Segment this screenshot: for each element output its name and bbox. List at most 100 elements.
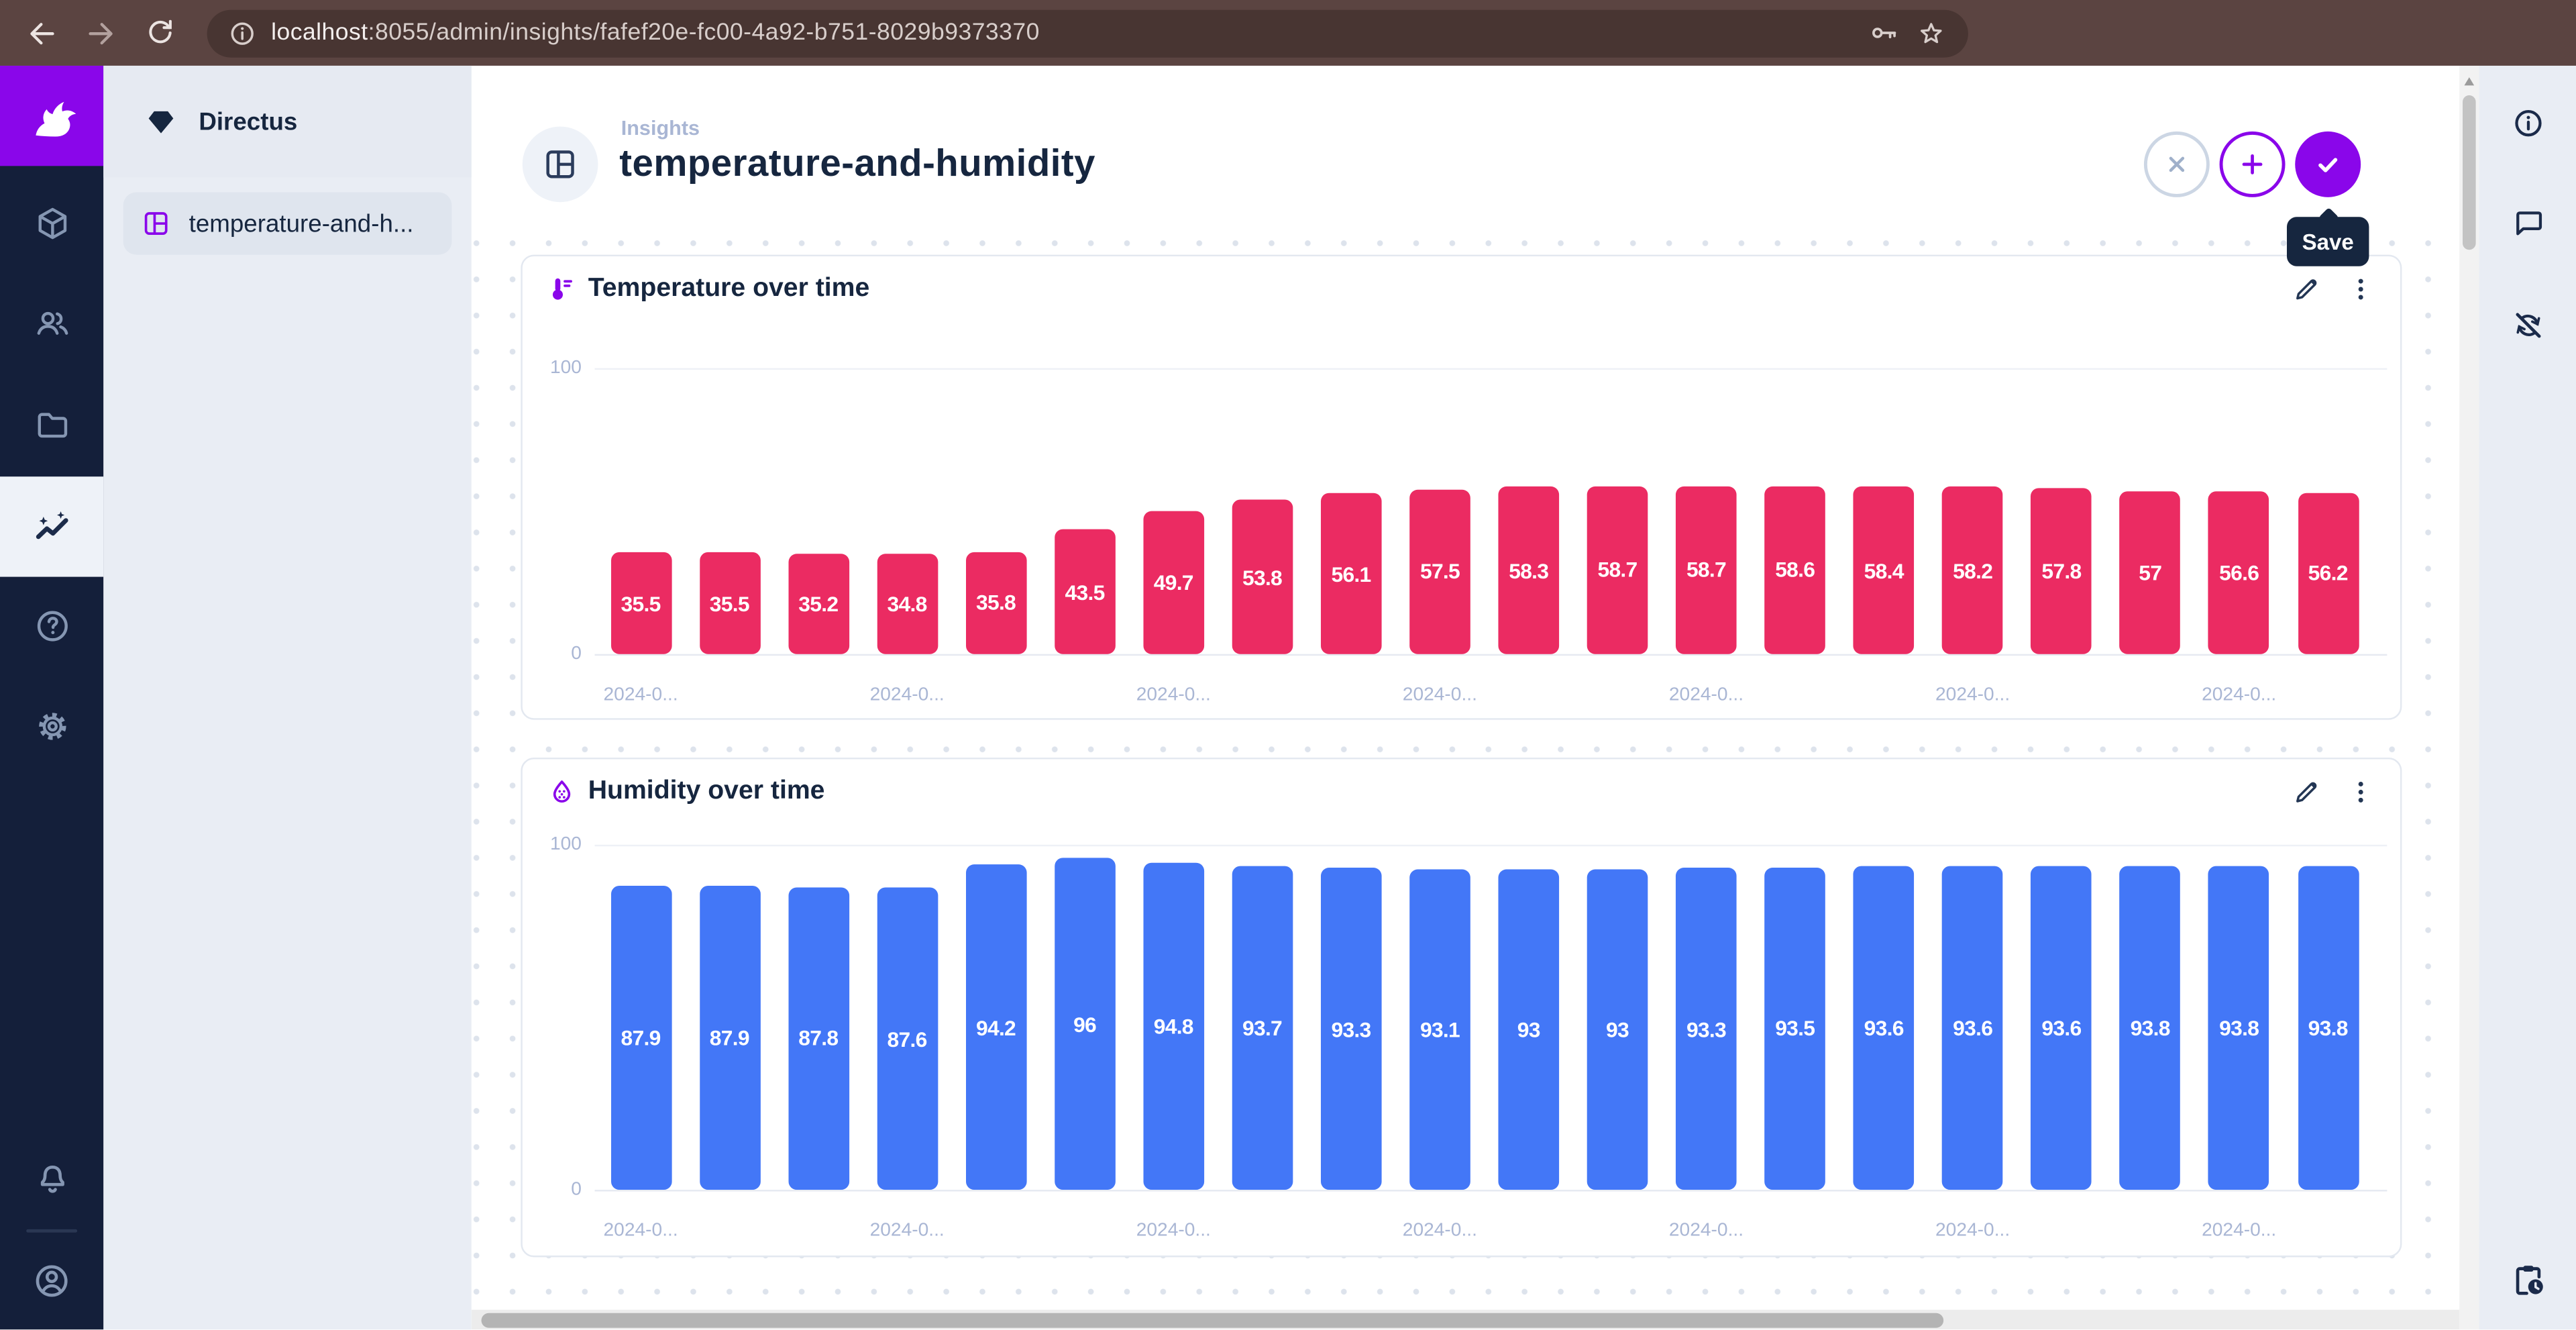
horizontal-scrollbar-thumb[interactable] <box>481 1313 1944 1328</box>
bar: 49.7 <box>1142 511 1204 654</box>
comment-bubble-icon <box>2515 211 2541 236</box>
panel-menu-icon[interactable] <box>2346 274 2375 304</box>
gridline <box>594 844 2387 847</box>
browser-back-icon[interactable] <box>13 5 69 60</box>
info-sidebar-button[interactable] <box>2510 105 2546 142</box>
account-button[interactable] <box>0 1239 103 1321</box>
x-axis-tick-label: 2024-0... <box>1402 1221 1477 1241</box>
bookmark-star-icon[interactable] <box>1916 17 1947 49</box>
directus-logo[interactable] <box>0 65 104 166</box>
bar-value-label: 93.8 <box>2308 1015 2349 1041</box>
bar: 93.3 <box>1320 868 1382 1190</box>
activity-sidebar-button[interactable] <box>2508 1260 2547 1300</box>
save-button[interactable] <box>2295 131 2361 197</box>
module-settings[interactable] <box>0 685 103 767</box>
x-axis-tick-label: 2024-0... <box>2202 685 2277 705</box>
bar-value-label: 93.1 <box>1419 1017 1460 1042</box>
bar-value-label: 58.7 <box>1597 557 1638 582</box>
insights-icon <box>35 510 68 539</box>
bar: 93.6 <box>1853 866 1915 1190</box>
nav-sidebar: Directus temperature-and-h... <box>103 65 472 1330</box>
password-key-icon[interactable] <box>1868 16 1900 49</box>
bar-value-label: 87.6 <box>887 1026 928 1052</box>
auto-refresh-disabled-button[interactable] <box>2510 307 2546 344</box>
panel-humidity[interactable]: Humidity over time 0 100 87.9 87.9 87.8 87.6 9… <box>521 757 2402 1258</box>
x-axis-tick-label: 2024-0... <box>2202 1221 2277 1241</box>
bar-value-label: 87.8 <box>798 1025 839 1051</box>
bar: 94.8 <box>1142 862 1204 1190</box>
bar-value-label: 58.3 <box>1509 558 1549 583</box>
pencil-icon <box>2296 279 2317 300</box>
bar-chart-humidity: 0 100 87.9 87.9 87.8 87.6 94.2 96 94.8 93.7 93.3 93… <box>523 759 2400 1256</box>
vertical-scrollbar-thumb[interactable] <box>2463 95 2476 250</box>
bar-value-label: 49.7 <box>1153 570 1194 595</box>
bar-value-label: 96 <box>1073 1011 1097 1037</box>
module-files[interactable] <box>0 385 103 466</box>
bar-value-label: 87.9 <box>621 1025 661 1051</box>
bar-value-label: 93.8 <box>2130 1015 2171 1041</box>
panel-temperature[interactable]: Temperature over time 0 100 35.5 35.5 35.2 34… <box>521 254 2402 720</box>
breadcrumb[interactable]: Insights <box>621 116 700 140</box>
bar: 53.8 <box>1232 499 1293 654</box>
bar: 93.8 <box>2208 866 2269 1190</box>
cube-icon <box>38 207 66 240</box>
project-switcher[interactable]: Directus <box>103 65 472 178</box>
edit-panel-icon[interactable] <box>2292 274 2321 304</box>
address-bar[interactable]: localhost:8055/admin/insights/fafef20e-f… <box>207 9 1968 57</box>
discard-changes-button[interactable] <box>2143 131 2210 197</box>
info-circle-icon <box>2514 110 2541 137</box>
browser-forward-icon[interactable] <box>72 5 128 60</box>
x-axis-tick-label: 2024-0... <box>1402 685 1477 705</box>
sidebar-item-dashboard[interactable]: temperature-and-h... <box>123 192 452 255</box>
bar: 93.6 <box>1942 866 2004 1190</box>
bar-value-label: 58.6 <box>1775 558 1815 582</box>
bar-value-label: 35.5 <box>621 591 661 616</box>
project-name: Directus <box>199 107 298 136</box>
browser-refresh-icon[interactable] <box>131 5 187 60</box>
bar: 87.6 <box>876 887 938 1190</box>
page-header-icon <box>522 126 598 203</box>
bar: 57 <box>2119 491 2181 654</box>
module-users[interactable] <box>0 283 103 364</box>
kebab-menu-icon <box>2358 278 2363 300</box>
bar: 93.5 <box>1764 867 1826 1190</box>
bar: 94.2 <box>965 864 1026 1190</box>
help-circle-icon <box>36 611 67 642</box>
close-icon <box>2169 156 2185 172</box>
bar: 58.7 <box>1587 485 1648 654</box>
sidebar-item-label: temperature-and-h... <box>189 209 414 238</box>
bar: 43.5 <box>1054 529 1116 654</box>
bar-value-label: 93.3 <box>1331 1016 1371 1041</box>
site-info-icon[interactable] <box>228 19 256 47</box>
bar: 56.2 <box>2297 493 2359 654</box>
vertical-scrollbar[interactable] <box>2459 65 2479 1330</box>
x-axis-tick-label: 2024-0... <box>603 685 678 705</box>
module-help[interactable] <box>0 585 103 667</box>
bar: 35.5 <box>699 552 760 654</box>
notifications-button[interactable] <box>0 1139 103 1221</box>
bar: 93.7 <box>1232 866 1293 1190</box>
x-axis-tick-label: 2024-0... <box>1668 685 1744 705</box>
scrollbar-up-arrow-icon[interactable] <box>2463 77 2473 86</box>
x-axis-tick-label: 2024-0... <box>1136 1221 1211 1241</box>
x-axis-tick-label: 2024-0... <box>1935 685 2010 705</box>
x-axis-tick-label: 2024-0... <box>869 1221 945 1241</box>
edit-panel-icon[interactable] <box>2292 777 2321 807</box>
y-axis-tick-label: 100 <box>549 835 582 855</box>
panel-menu-icon[interactable] <box>2346 777 2375 807</box>
bar-value-label: 93.6 <box>1953 1015 1993 1041</box>
bar-value-label: 58.2 <box>1953 558 1993 583</box>
gridline <box>594 1190 2387 1192</box>
module-insights[interactable] <box>0 476 104 577</box>
bar: 93 <box>1498 868 1560 1190</box>
bar-value-label: 94.2 <box>976 1015 1016 1040</box>
module-content[interactable] <box>0 183 103 264</box>
bar-value-label: 53.8 <box>1242 564 1283 590</box>
comments-sidebar-button[interactable] <box>2510 205 2546 242</box>
people-icon <box>36 311 68 335</box>
add-panel-button[interactable] <box>2219 131 2286 197</box>
y-axis-tick-label: 100 <box>549 357 582 378</box>
insights-workspace: Insights temperature-and-humidity Save <box>471 65 2460 1330</box>
horizontal-scrollbar[interactable] <box>471 1310 2460 1330</box>
